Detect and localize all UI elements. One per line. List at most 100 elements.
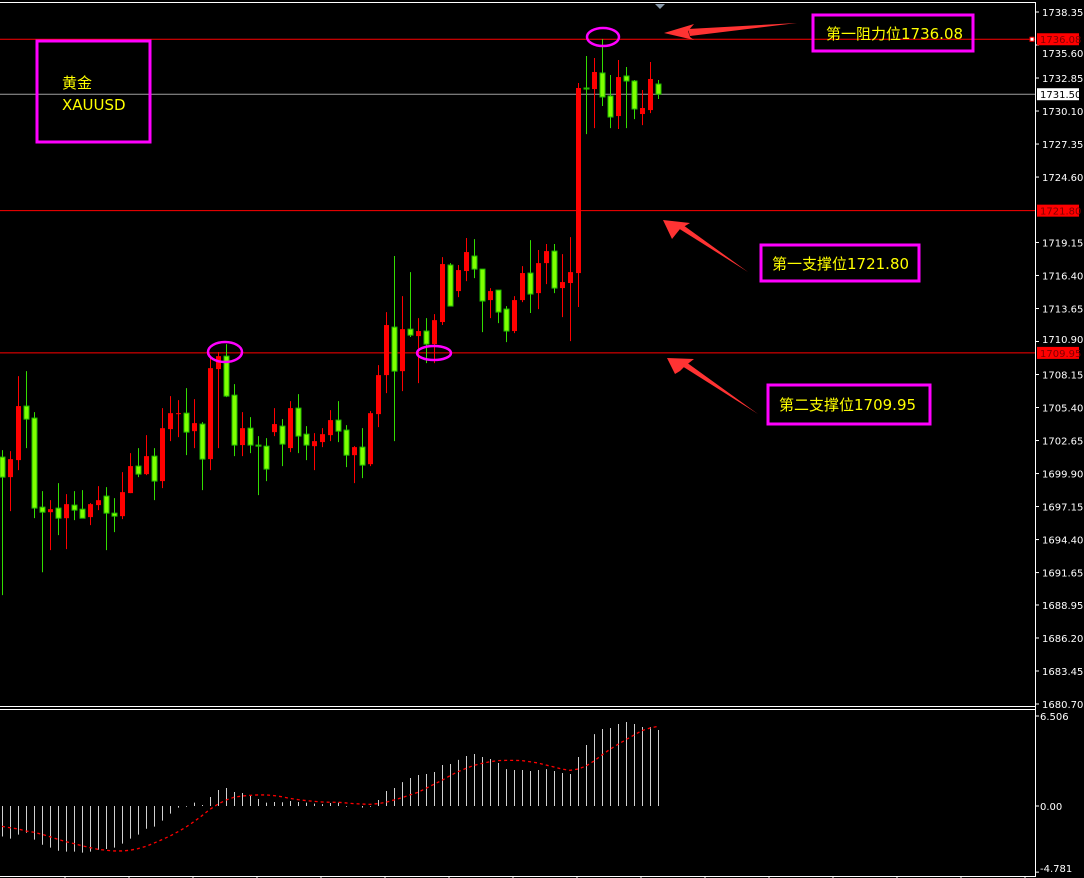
bearish-candle [111,498,118,533]
candle-body [416,331,421,337]
candle-body [183,412,190,433]
price-tick-label: 1699.90 [1042,470,1083,481]
bearish-candle [31,412,38,519]
bullish-candle [328,410,333,442]
bullish-candle [536,250,541,310]
price-tick-label: 1713.65 [1042,304,1083,315]
bullish-candle [456,265,461,298]
candle-body [576,87,581,274]
bullish-candle [208,357,213,471]
bullish-candle [192,399,197,449]
price-tick-label: 1702.65 [1042,437,1083,448]
bullish-candle [216,352,221,449]
bullish-candle [272,408,277,437]
price-tick-label: 1691.65 [1042,569,1083,580]
candle-body [8,459,13,478]
candle-body [0,456,6,478]
candle-body [103,495,110,514]
candle-body [328,420,333,436]
candle-body [176,413,181,415]
bullish-candle [592,57,597,129]
candle-body [272,424,277,433]
candle-body [199,423,206,460]
level-price-text: 1709.95 [1040,349,1081,360]
price-tick-label: 1727.35 [1042,140,1083,151]
candle-body [440,264,445,323]
candle-body [456,270,461,292]
bearish-candle [447,263,454,307]
current-price-label [1037,88,1079,101]
price-tick-label: 1686.20 [1042,634,1083,645]
candle-body [352,447,357,456]
candle-body [464,252,469,272]
candle-body [583,87,590,90]
price-tick-label: 1680.70 [1042,700,1083,711]
price-labels: 1736.08 1721.80 1709.95 1731.50 [1029,33,1081,360]
level-price-label [1037,346,1079,359]
chart-shift-marker-icon[interactable] [655,4,665,9]
candle-body [551,250,558,289]
candle-body [544,251,549,264]
candle-body [48,509,53,513]
candle-body [208,368,213,460]
candle-body [231,394,238,446]
candle-body [16,406,21,461]
current-price-text: 1731.50 [1040,90,1081,101]
candle-body [520,273,525,301]
candle-body [168,413,173,430]
bullish-candle [168,396,173,442]
candle-body [407,328,414,336]
candle-body [471,255,478,270]
bullish-candle [240,412,245,457]
arrow-icon [663,220,748,272]
bullish-candle [440,257,445,326]
bullish-candle [8,451,13,512]
bearish-candle [623,66,630,129]
candle-body [447,264,454,307]
candle-body [111,512,118,517]
bearish-candle [231,384,238,457]
resistance-annotation-box [811,13,975,53]
bearish-candle [263,438,270,482]
bearish-candle [55,483,62,536]
candle-body [240,428,245,446]
bullish-candle [400,296,405,392]
candle-body [144,456,149,475]
bullish-candle [432,314,437,364]
candle-body [479,268,486,302]
bearish-candle [39,491,46,573]
bullish-candle [376,365,381,428]
price-tick-label: 1705.40 [1042,404,1083,415]
candle-body [623,75,630,82]
candle-body [128,466,133,494]
bullish-candle [560,254,565,318]
candle-body [160,428,165,482]
price-tick-label: 1732.85 [1042,74,1083,85]
bearish-candle [479,268,486,333]
candle-body [31,417,38,509]
price-tick-label: 1697.15 [1042,503,1083,514]
candle-body [423,330,430,345]
arrow-icon [667,358,758,414]
price-tick-label: 1724.60 [1042,173,1083,184]
bullish-candle [120,472,125,520]
candle-body [400,329,405,372]
bearish-candle [423,318,430,364]
price-tick-label: 1683.45 [1042,667,1083,678]
candle-body [503,308,510,332]
bearish-candle [631,80,638,120]
candle-body [640,108,645,115]
candle-body [432,320,437,345]
support1-annotation-box [759,243,921,283]
bullish-candle [160,408,165,489]
price-tick-label: 1708.15 [1042,371,1083,382]
macd-indicator [1,722,659,853]
level-price-text: 1736.08 [1040,35,1081,46]
price-tick-label: 1735.60 [1042,49,1083,60]
resistance-annotation-text: 第一阻力位1736.08 [826,25,963,43]
candle-body [88,504,93,518]
candle-body [39,506,46,513]
bullish-candle [352,446,357,484]
candle-body [599,72,606,98]
